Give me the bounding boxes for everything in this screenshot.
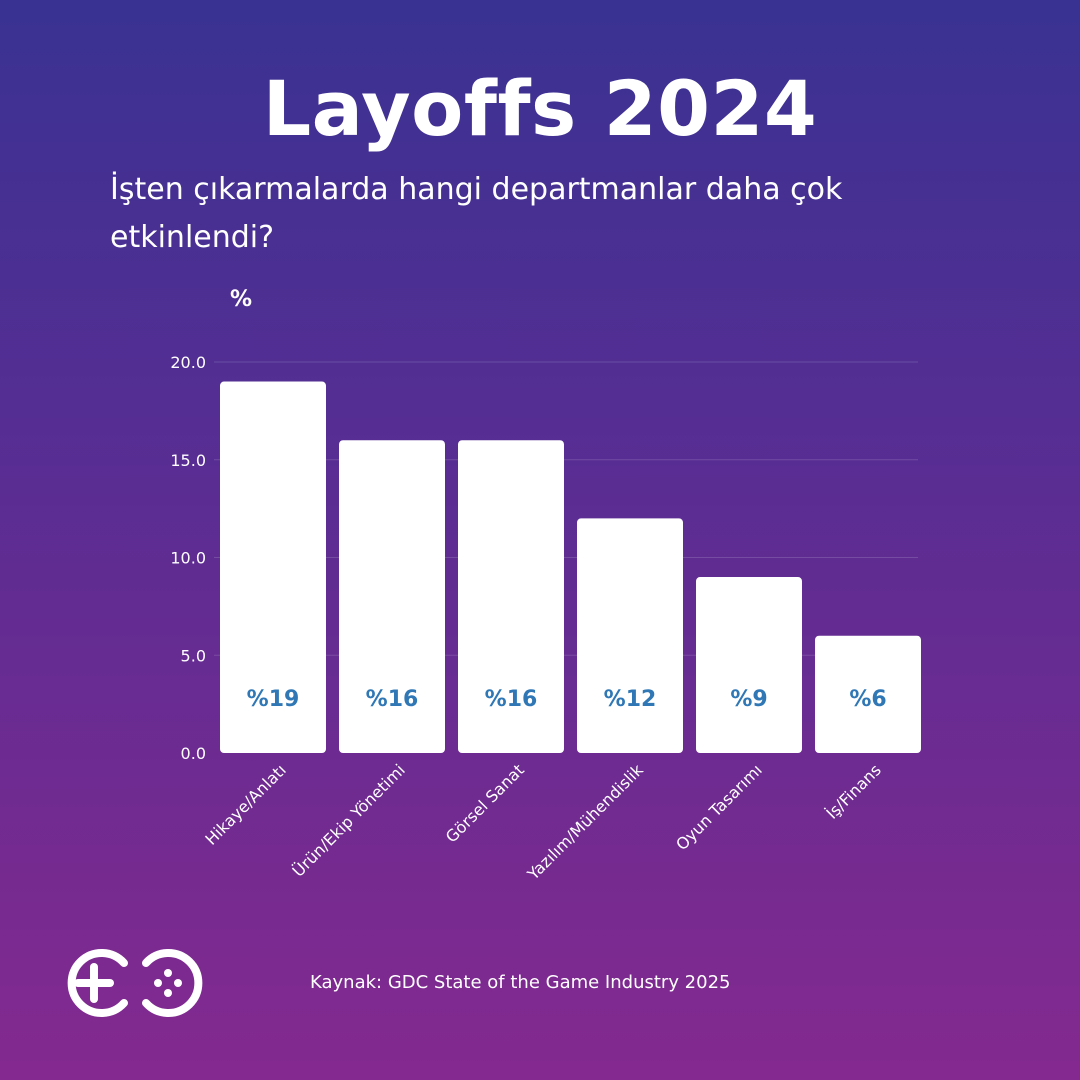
- y-tick-label: 15.0: [170, 451, 206, 470]
- bar: [577, 518, 683, 753]
- bar: [458, 440, 564, 753]
- bar: [339, 440, 445, 753]
- bar: [220, 381, 326, 753]
- x-category-label: Ürün/Ekip Yönetimi: [288, 760, 408, 880]
- chart-title: Layoffs 2024: [262, 64, 818, 153]
- x-category-label: Yazılım/Mühendislik: [523, 760, 647, 884]
- x-category-label: Görsel Sanat: [442, 760, 528, 846]
- chart-subtitle: İşten çıkarmalarda hangi departmanlar da…: [110, 172, 843, 255]
- bar-value-label: %9: [730, 687, 767, 712]
- bar-value-label: %12: [604, 687, 657, 712]
- go-gamepad-logo-icon: [67, 949, 203, 1017]
- y-axis-label: %: [230, 287, 252, 312]
- bar-value-label: %16: [366, 687, 419, 712]
- y-tick-label: 20.0: [170, 353, 206, 372]
- bar-chart: % 0.0 5.0 10.0 15.0 20.0 %19 %16 %16 %12 %9 %6 Hi…: [170, 287, 921, 884]
- x-category-label: İş/Finans: [822, 760, 884, 822]
- bar: [696, 577, 802, 753]
- bar-value-label: %16: [485, 687, 538, 712]
- bar: [815, 635, 921, 753]
- y-tick-label: 5.0: [181, 646, 206, 665]
- bar-value-label: %19: [247, 687, 300, 712]
- y-tick-label: 10.0: [170, 549, 206, 568]
- bar-value-label: %6: [849, 687, 886, 712]
- x-category-label: Oyun Tasarımı: [672, 760, 766, 854]
- source-note: Kaynak: GDC State of the Game Industry 2…: [310, 972, 731, 993]
- x-category-label: Hikaye/Anlatı: [201, 760, 289, 848]
- y-tick-label: 0.0: [181, 744, 206, 763]
